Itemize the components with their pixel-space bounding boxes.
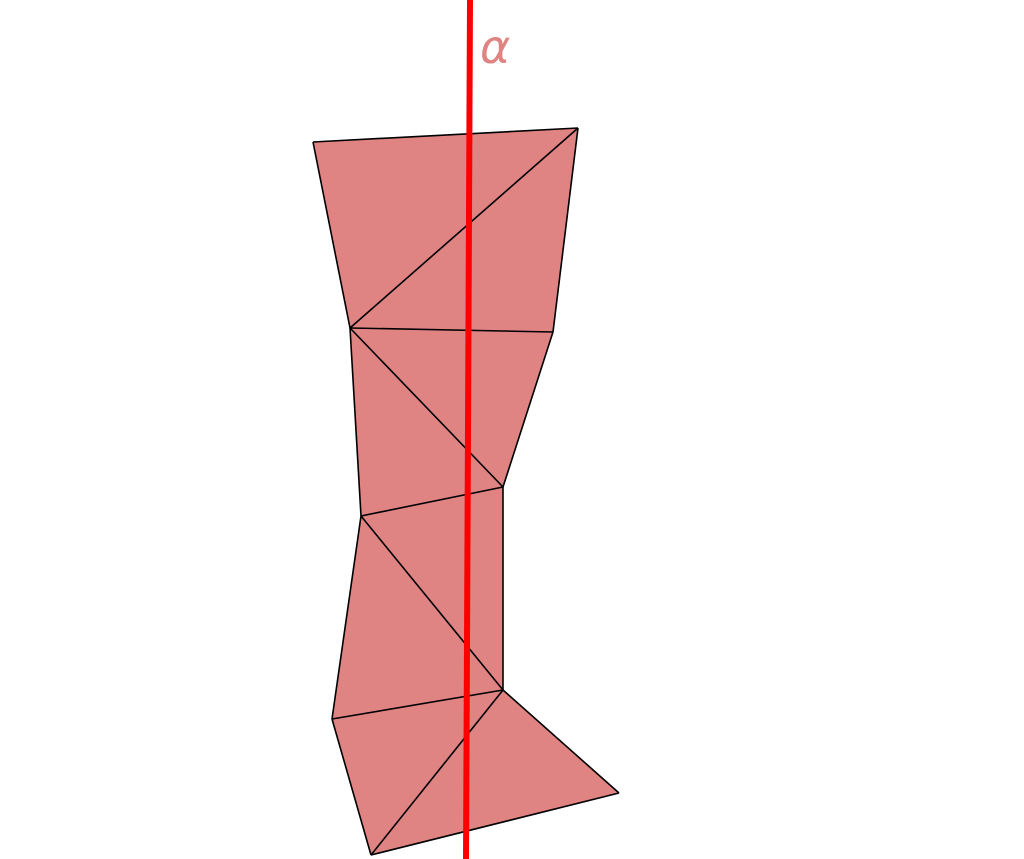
edge-diagonal-4: [370, 689, 504, 856]
strip-triangle-4: [350, 328, 503, 516]
axis-label-alpha: α: [480, 20, 510, 74]
edge-right-4: [502, 689, 620, 794]
edge-diagonal-1: [349, 127, 579, 329]
edge-right-2: [502, 331, 554, 488]
triangulated-strip: [313, 128, 619, 855]
edge-rung-1: [349, 327, 554, 333]
strip-edges: [312, 127, 620, 856]
edge-diagonal-3: [360, 515, 504, 691]
strip-triangle-1: [313, 128, 578, 328]
edge-rung-3: [331, 689, 504, 720]
edge-bottom: [370, 792, 620, 856]
edge-rung-2: [360, 486, 504, 517]
edge-top: [312, 127, 579, 143]
strip-triangle-7: [332, 690, 503, 855]
edge-right-1: [552, 127, 579, 333]
edge-left-1: [312, 141, 351, 329]
edge-diagonal-2: [349, 327, 504, 488]
strip-triangle-3: [350, 328, 553, 487]
edge-left-3: [331, 515, 362, 720]
strip-triangle-6: [332, 516, 503, 719]
strip-triangle-8: [371, 690, 619, 855]
edge-left-2: [349, 327, 362, 517]
axis-line: [463, 0, 473, 859]
edge-left-4: [331, 718, 372, 856]
